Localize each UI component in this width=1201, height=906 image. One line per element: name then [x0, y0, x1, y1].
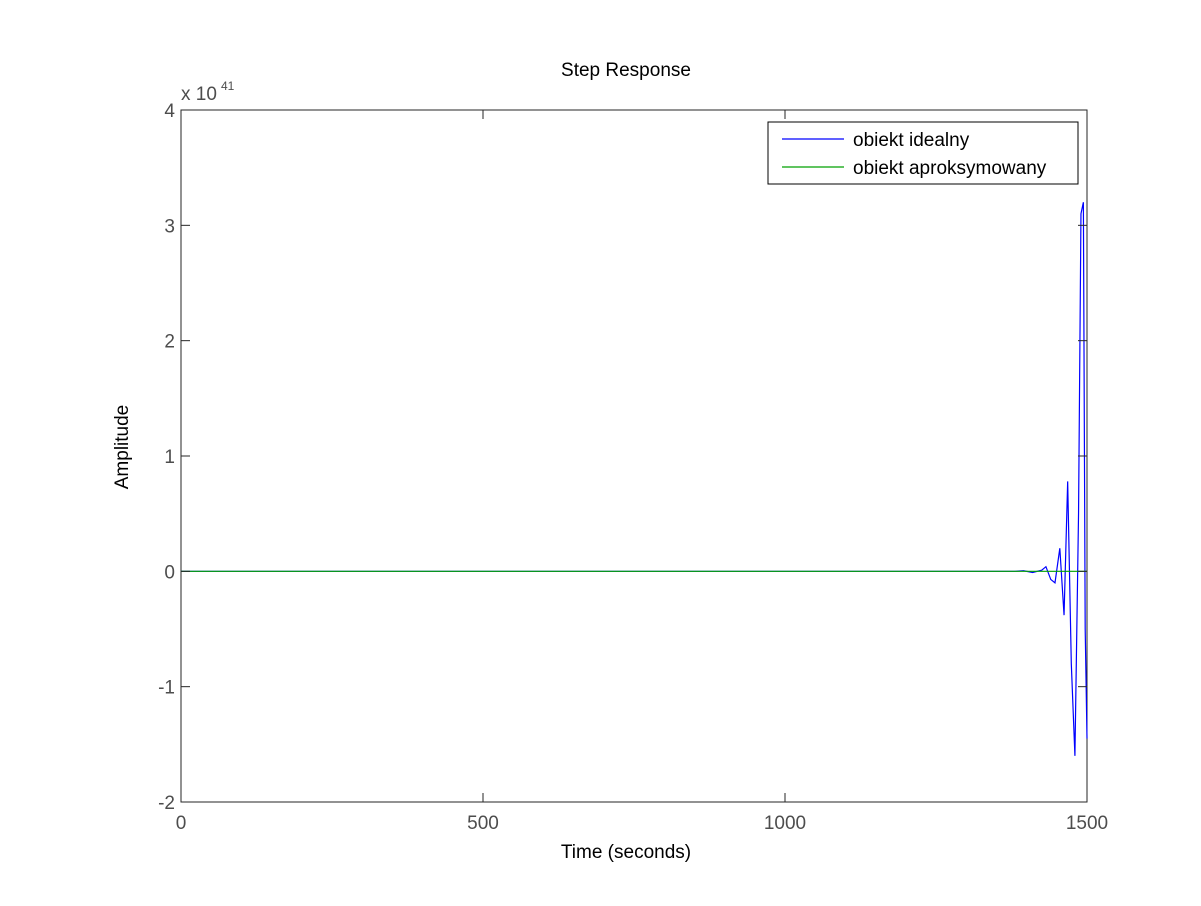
legend-label: obiekt aproksymowany — [853, 158, 1047, 179]
x-tick-label: 1500 — [1066, 813, 1108, 834]
chart-title: Step Response — [561, 60, 691, 81]
series-line-obiekt-idealny — [181, 202, 1088, 756]
legend-box — [767, 121, 1079, 185]
y-tick-label: 2 — [164, 332, 175, 353]
plot-area — [180, 109, 1088, 803]
series-layer — [181, 202, 1088, 756]
y-exponent-base: x 10 — [181, 84, 217, 105]
y-exponent-power: 41 — [221, 79, 235, 93]
x-tick-label: 1000 — [764, 813, 806, 834]
legend: obiekt idealny obiekt aproksymowany — [767, 121, 1079, 185]
x-axis-title: Time (seconds) — [561, 842, 691, 863]
y-tick-label: 4 — [164, 101, 175, 122]
x-tick-label: 500 — [467, 813, 499, 834]
legend-label: obiekt idealny — [853, 130, 970, 151]
y-tick-label: 3 — [164, 216, 175, 237]
plot-frame — [180, 109, 1088, 803]
y-axis-title: Amplitude — [112, 405, 133, 490]
y-tick-label: -2 — [158, 793, 175, 814]
ticks-layer: 0 500 1000 1500 -2 -1 0 1 2 3 4 — [158, 101, 1108, 834]
y-tick-label: -1 — [158, 678, 175, 699]
y-tick-label: 0 — [164, 562, 175, 583]
y-axis-exponent: x 10 41 — [181, 79, 235, 105]
x-tick-label: 0 — [176, 813, 187, 834]
y-tick-label: 1 — [164, 447, 175, 468]
